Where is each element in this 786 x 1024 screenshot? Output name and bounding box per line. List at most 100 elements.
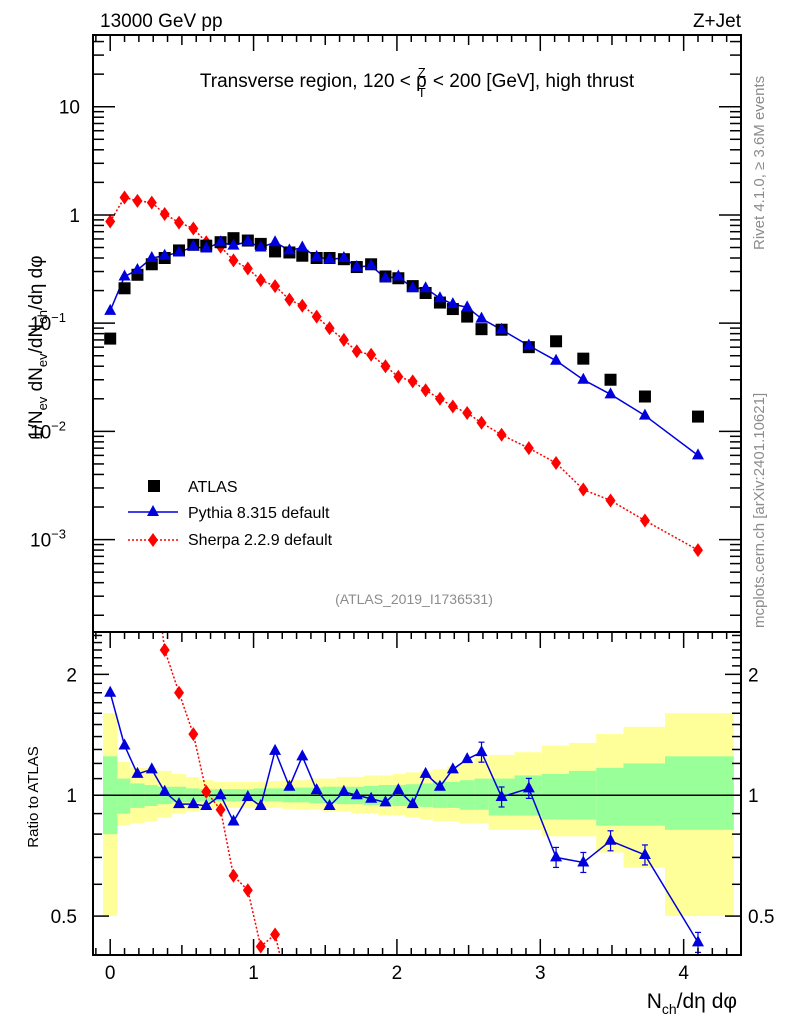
ratio-uncertainty-bands [93,713,741,917]
ratio-pythia-point [392,783,405,795]
ylabel-part: /dN [26,324,47,354]
pythia-point [269,235,282,247]
ratio-pythia-point [200,799,213,811]
xlabel-part: N [647,990,662,1013]
ratio-pythia-point [406,797,419,809]
sherpa-point [551,456,562,471]
pythia-point [365,258,378,270]
xlabel-part: /dη dφ [677,990,737,1013]
ylabel-sub: ev [35,353,50,367]
ratio-pythia-point [283,779,296,791]
sherpa-point [324,321,335,336]
pythia-point [392,269,405,281]
ratio-pythia-point [118,738,131,750]
title-text-post: < 200 [GeV], high thrust [428,71,635,92]
ratio-pythia-point [350,788,363,800]
sherpa-point [297,298,308,313]
pythia-point [200,241,213,253]
sherpa-point [174,215,185,230]
main-plot-marks [104,190,704,558]
x-tick-labels: 0 1 2 3 4 [105,963,689,984]
pythia-point [550,353,563,365]
pythia-point [337,251,350,263]
pythia-point [419,281,432,293]
pythia-point [577,372,590,384]
ylabel-sub: ch [35,310,50,324]
pythia-point [310,249,323,261]
pythia-point [104,303,117,315]
header-right-label: Z+Jet [693,11,742,32]
ratio-pythia-point [104,685,117,697]
ratio-pythia-point [187,797,200,809]
ratio-inner-band-bin [117,778,131,814]
sherpa-point [242,261,253,276]
sherpa-point [605,493,616,508]
pythia-point [522,338,535,350]
ratio-sherpa-line [163,649,281,955]
x-tick-label: 0 [105,963,116,984]
pythia-point [350,260,363,272]
pythia-point [433,291,446,303]
sherpa-point [132,193,143,208]
main-title: Transverse region, 120 < pZ T < 200 [GeV]… [200,65,635,100]
ratio-pythia-point [638,847,651,859]
ratio-pythia-point [365,791,378,803]
ratio-plot-frame [92,631,742,956]
title-sup: Z [418,65,426,80]
x-tick-label: 1 [248,963,259,984]
ratio-pythia-point [337,784,350,796]
pythia-point [475,311,488,323]
sherpa-point [188,221,199,236]
x-tick-label: 3 [535,963,546,984]
ratio-pythia-point [241,789,254,801]
x-axis-label: Nch/dη dφ [647,990,737,1017]
ylabel-sub: ev [35,396,50,410]
atlas-point [296,249,309,262]
ratio-sherpa-point [159,642,170,657]
pythia-point [227,238,240,250]
ratio-pythia-point [550,850,563,862]
y-tick-label: 10−3 [30,527,66,552]
pythia-point [214,235,227,247]
sherpa-point [639,513,650,528]
atlas-point [638,390,651,403]
pythia-point [461,300,474,312]
ratio-pythia-point [173,797,186,809]
ratio-y-axis-label: Ratio to ATLAS [25,746,42,847]
ratio-y-tick-label-right: 1 [748,786,759,807]
pythia-point [254,240,267,252]
ylabel-part: dN [26,367,47,397]
sherpa-point [255,273,266,288]
pythia-point [638,408,651,420]
pythia-point [406,281,419,293]
sherpa-point [105,214,116,229]
ratio-pythia-point [691,935,704,947]
y-tick-label: 10 [59,98,80,119]
pythia-point [118,269,131,281]
legend-atlas-marker [148,480,160,492]
main-y-axis-label: 1/Nev dNev/dNch/dη dφ [26,255,50,440]
ratio-sherpa-point [174,685,185,700]
sherpa-point [447,399,458,414]
main-y-tick-labels: 10 1 10−1 10−2 10−3 [30,98,80,552]
legend: ATLAS Pythia 8.315 default Sherpa 2.2.9 … [128,479,333,549]
pythia-point [283,243,296,255]
sherpa-point [351,344,362,359]
header-left-label: 13000 GeV pp [100,11,223,32]
main-axis-ticks [93,35,742,616]
sherpa-point [434,391,445,406]
ratio-pythia-point [145,762,158,774]
atlas-point [577,352,590,365]
pythia-point [379,271,392,283]
atlas-point [104,332,117,345]
sherpa-point [393,369,404,384]
main-series-group [104,190,704,558]
ratio-pythia-point [419,766,432,778]
ratio-pythia-point [131,766,144,778]
y-tick-label: 10−2 [30,418,66,443]
ratio-pythia-point [269,743,282,755]
sherpa-point [476,415,487,430]
ratio-sherpa-point [270,927,281,942]
sherpa-point [692,543,703,558]
